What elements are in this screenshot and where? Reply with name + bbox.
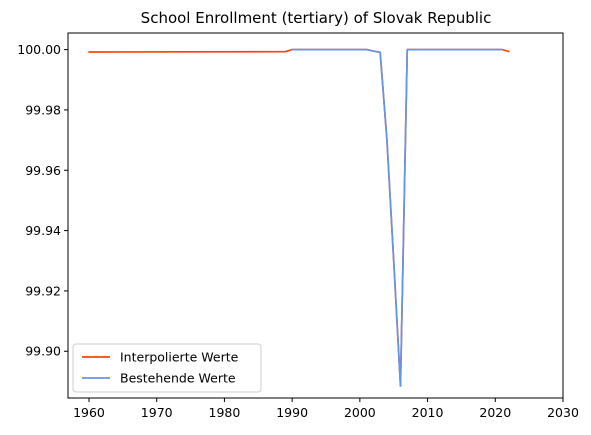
plot-frame — [67, 32, 564, 399]
legend-label: Bestehende Werte — [120, 371, 236, 386]
x-tick-label: 1960 — [73, 405, 105, 420]
chart-title: School Enrollment (tertiary) of Slovak R… — [141, 9, 492, 27]
x-tick-label: 1980 — [209, 405, 241, 420]
x-tick-label: 2000 — [344, 405, 376, 420]
y-axis: 99.90 99.92 99.94 99.96 99.98 100.00 — [17, 42, 68, 359]
x-tick-label: 2030 — [547, 405, 579, 420]
y-tick-label: 99.98 — [25, 102, 61, 117]
legend: Interpolierte Werte Bestehende Werte — [72, 343, 262, 393]
series-line-1 — [88, 48, 510, 387]
y-tick-label: 99.90 — [25, 344, 61, 359]
x-tick-label: 1990 — [276, 405, 308, 420]
legend-label: Interpolierte Werte — [120, 350, 239, 365]
series-layer — [88, 48, 510, 387]
x-tick-label: 1970 — [141, 405, 173, 420]
x-tick-label: 2020 — [479, 405, 511, 420]
y-tick-label: 99.92 — [25, 283, 61, 298]
y-tick-label: 99.96 — [25, 163, 61, 178]
y-tick-label: 99.94 — [25, 223, 61, 238]
plot-area — [67, 32, 564, 399]
series-line-2 — [291, 48, 503, 387]
x-axis: 1960 1970 1980 1990 2000 2010 2020 2030 — [73, 398, 579, 420]
legend-box — [72, 343, 262, 393]
x-tick-label: 2010 — [412, 405, 444, 420]
y-tick-label: 100.00 — [17, 42, 61, 57]
